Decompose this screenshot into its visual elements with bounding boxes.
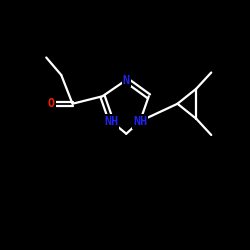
Text: N: N [123,74,130,86]
Text: NH: NH [133,115,147,128]
Text: O: O [48,97,55,110]
Text: NH: NH [104,115,118,128]
